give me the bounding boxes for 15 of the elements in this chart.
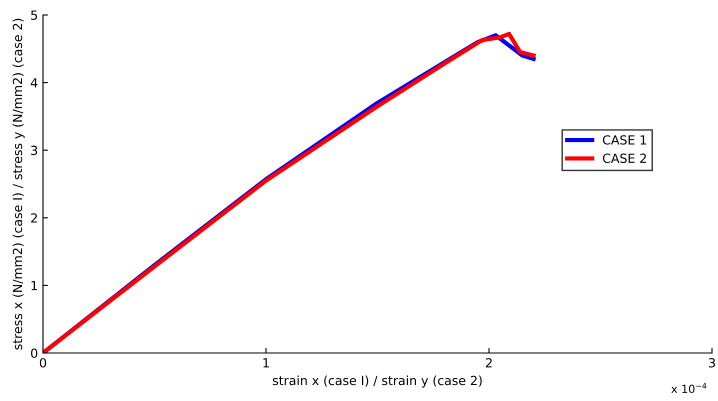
x-tick-label: 2 [486, 358, 492, 368]
x-tick-label: 0 [40, 358, 46, 368]
text: x 10$^{−4}$ [671, 382, 706, 394]
x-tick-label: 3 [708, 358, 715, 368]
y-tick-label: 5 [31, 10, 38, 20]
y-tick-label: 1 [32, 281, 37, 290]
y-tick-label: 4 [30, 78, 38, 88]
y-axis-title: stress x (N/mm2) (case I) / stress y (N/mm2) (case 2) [12, 18, 25, 350]
x-axis-title: strain x (case I) / strain y (case 2) [272, 376, 482, 388]
legend-label: CASE 1 [602, 135, 646, 145]
y-tick-label: 0 [31, 348, 38, 358]
y-tick-label: 2 [31, 213, 37, 223]
y-tick-label: 3 [31, 146, 38, 156]
legend-label: CASE 2 [602, 154, 646, 163]
x-tick-label: 1 [263, 358, 269, 368]
